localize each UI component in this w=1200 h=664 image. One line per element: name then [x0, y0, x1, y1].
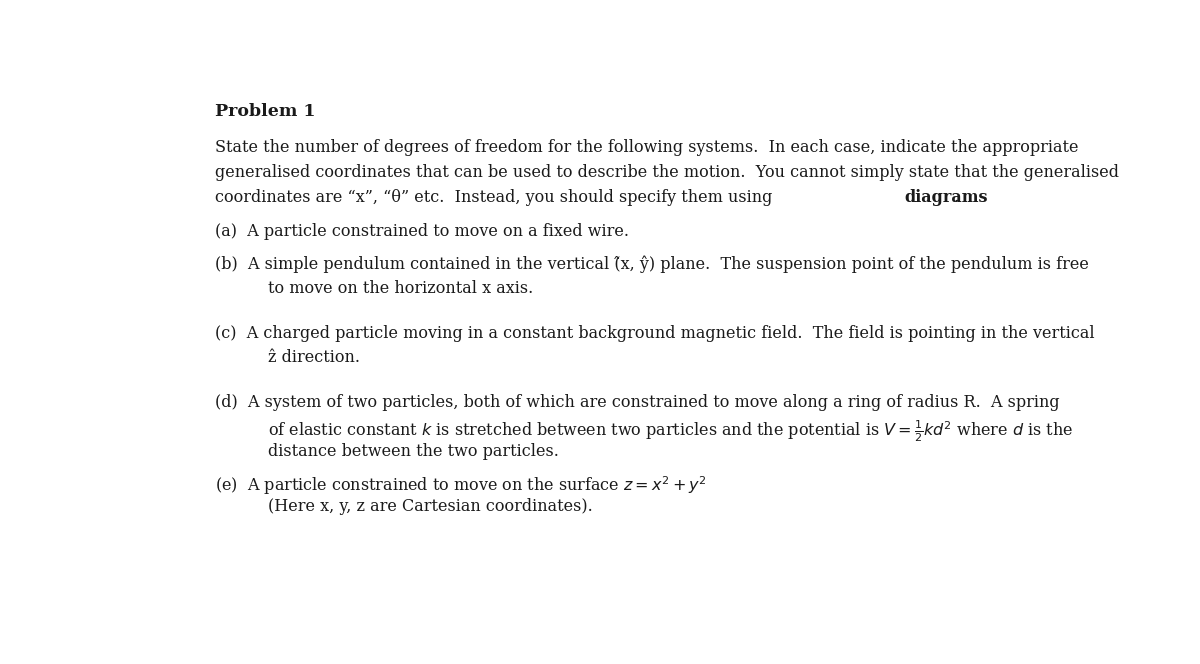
- Text: State the number of degrees of freedom for the following systems.  In each case,: State the number of degrees of freedom f…: [215, 139, 1079, 157]
- Text: Problem 1: Problem 1: [215, 103, 316, 120]
- Text: to move on the horizontal x axis.: to move on the horizontal x axis.: [268, 280, 533, 297]
- Text: (c)  A charged particle moving in a constant background magnetic field.  The fie: (c) A charged particle moving in a const…: [215, 325, 1094, 341]
- Text: of elastic constant $k$ is stretched between two particles and the potential is : of elastic constant $k$ is stretched bet…: [268, 419, 1073, 444]
- Text: distance between the two particles.: distance between the two particles.: [268, 443, 559, 460]
- Text: coordinates are “x”, “θ” etc.  Instead, you should specify them using: coordinates are “x”, “θ” etc. Instead, y…: [215, 189, 778, 206]
- Text: .: .: [954, 189, 959, 206]
- Text: (e)  A particle constrained to move on the surface $z = x^2 + y^2$: (e) A particle constrained to move on th…: [215, 474, 707, 497]
- Text: (b)  A simple pendulum contained in the vertical (̂x, ŷ) plane.  The suspension : (b) A simple pendulum contained in the v…: [215, 255, 1088, 272]
- Text: (Here x, y, z are Cartesian coordinates).: (Here x, y, z are Cartesian coordinates)…: [268, 499, 593, 515]
- Text: (a)  A particle constrained to move on a fixed wire.: (a) A particle constrained to move on a …: [215, 223, 629, 240]
- Text: (d)  A system of two particles, both of which are constrained to move along a ri: (d) A system of two particles, both of w…: [215, 394, 1060, 411]
- Text: ẑ direction.: ẑ direction.: [268, 349, 360, 366]
- Text: diagrams: diagrams: [905, 189, 988, 206]
- Text: generalised coordinates that can be used to describe the motion.  You cannot sim: generalised coordinates that can be used…: [215, 164, 1120, 181]
